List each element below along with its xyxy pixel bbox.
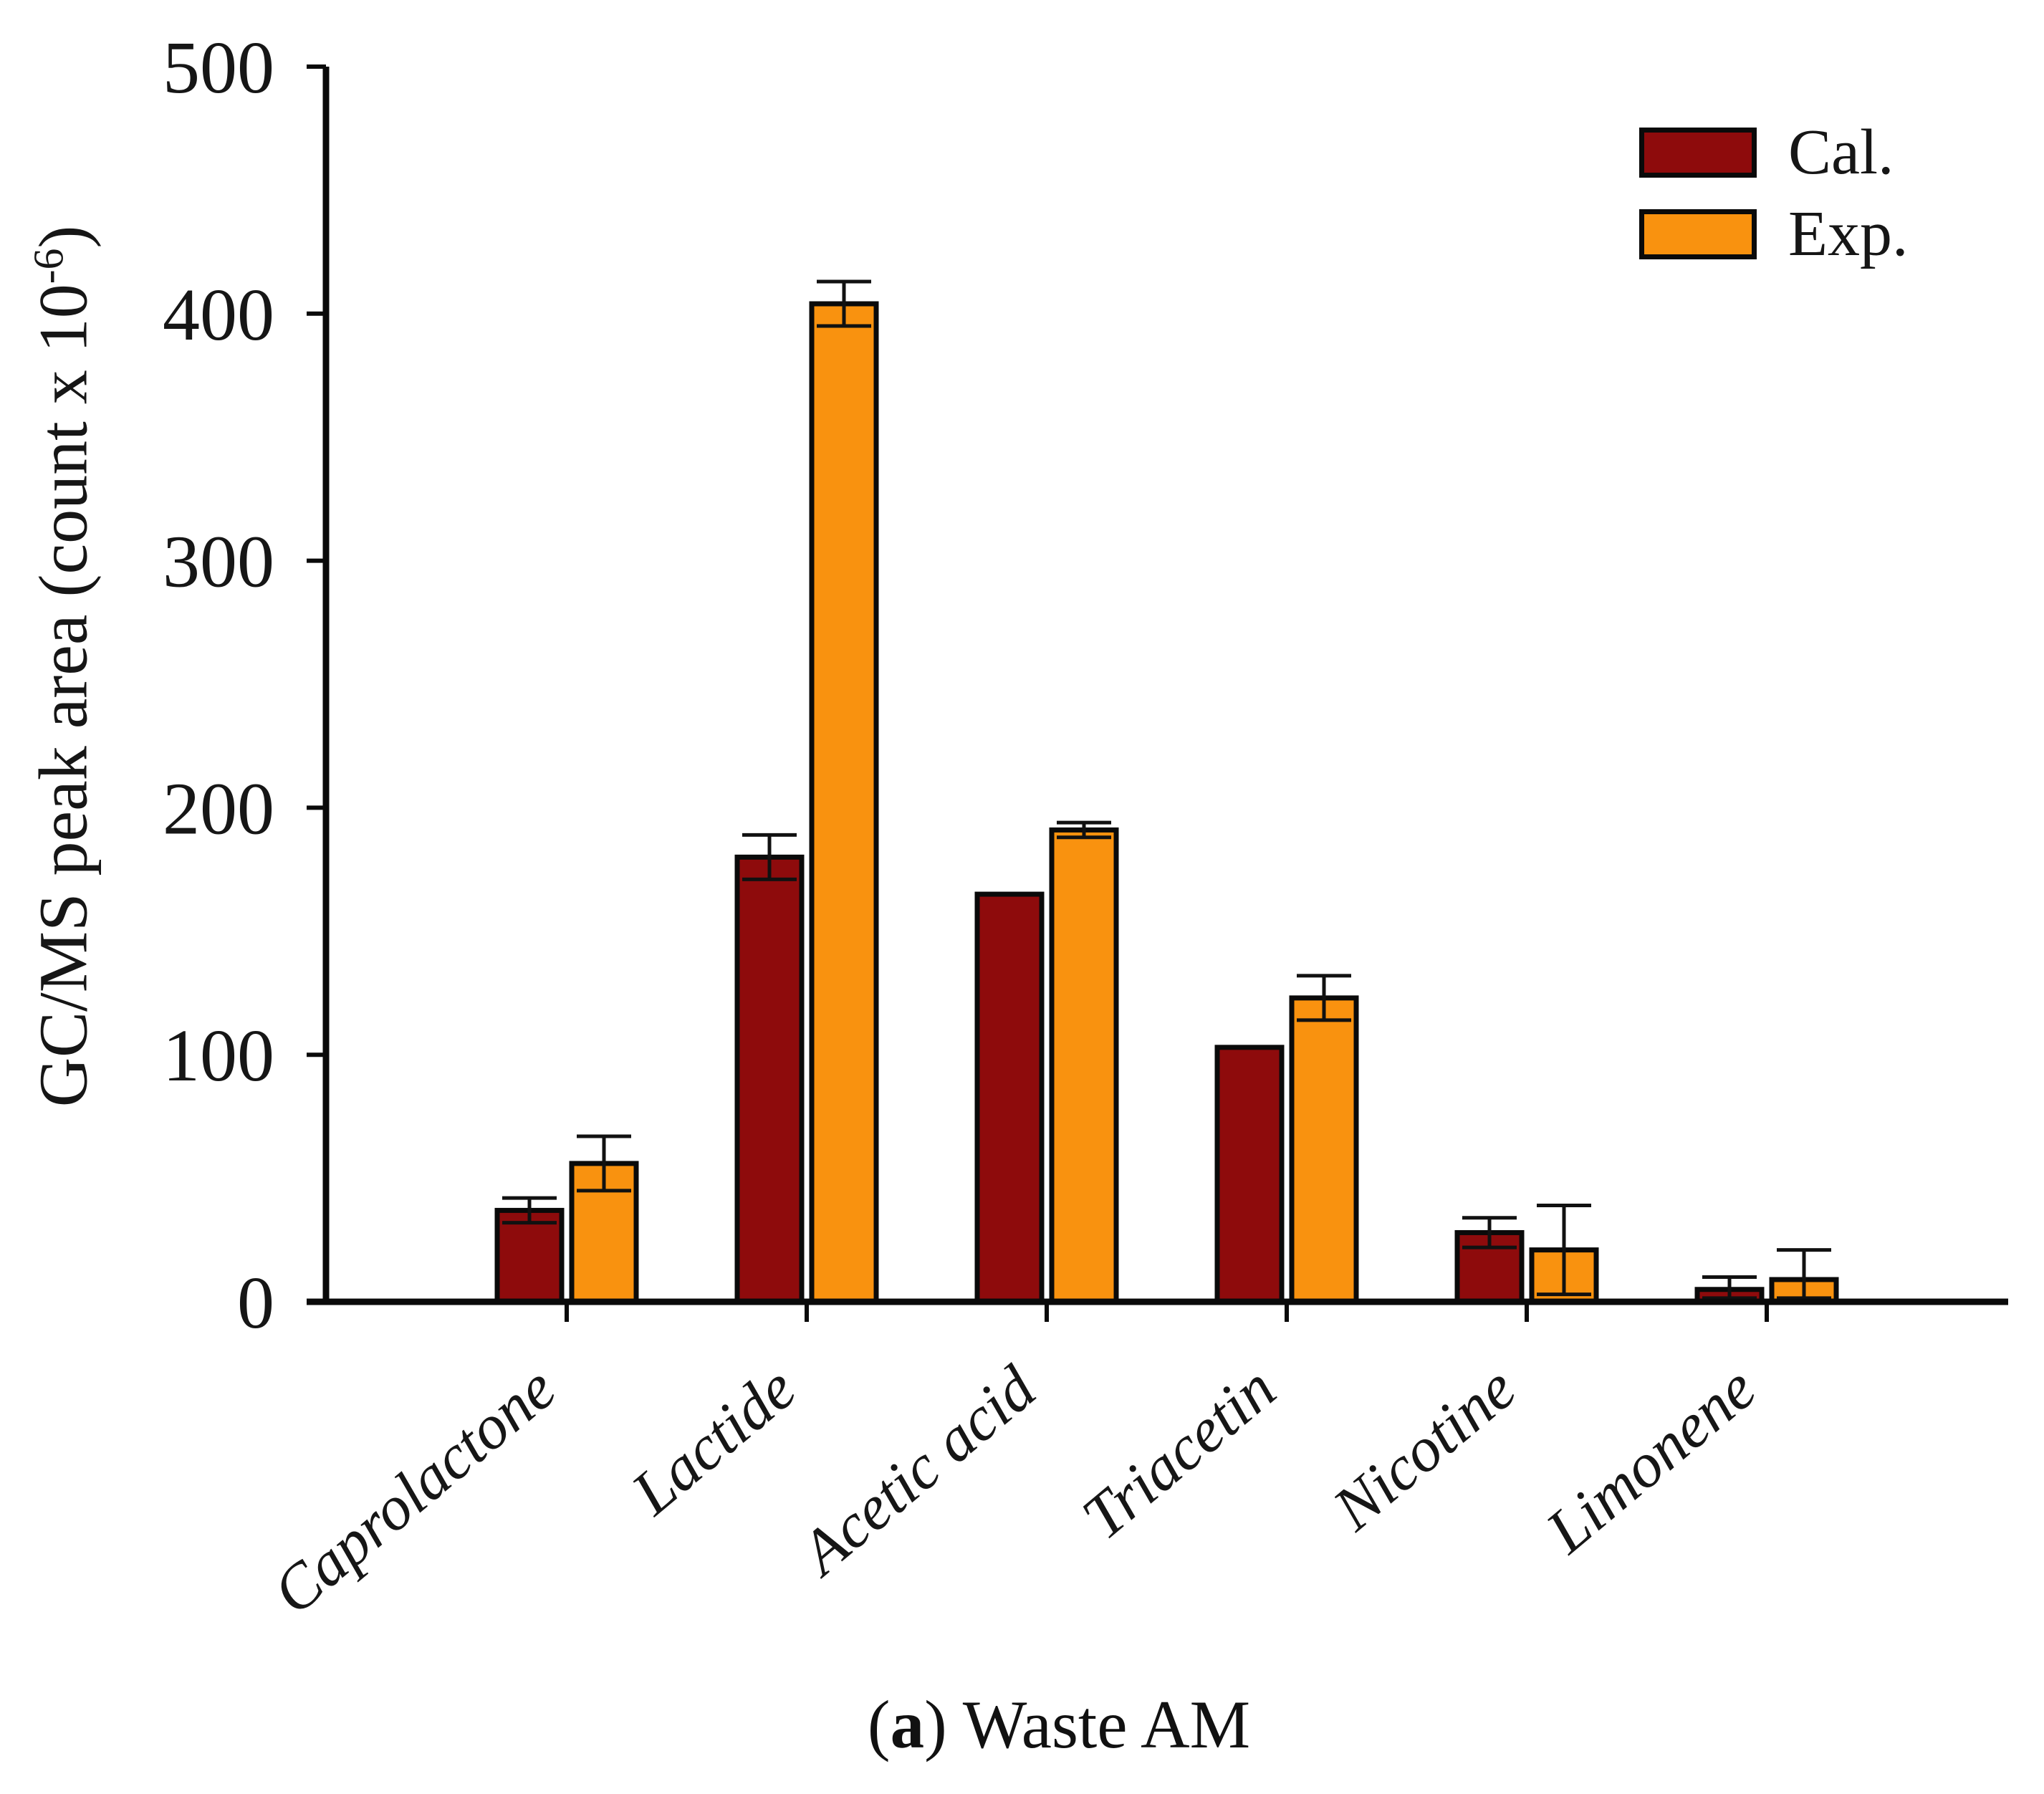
- y-tick-labels: 0 100 200 300 400 500: [163, 27, 274, 1344]
- bars-layer: [494, 301, 1839, 1305]
- legend: Cal. Exp.: [1639, 120, 1908, 284]
- error-bar-exp--caprolactone: [577, 1134, 631, 1193]
- bar-cal--triacetin: [1214, 1045, 1285, 1305]
- bar-cal--lactide: [734, 854, 805, 1305]
- error-bar-cal--nicotine: [1462, 1216, 1517, 1249]
- x-category-label-lactide: Lactide: [618, 1353, 809, 1529]
- y-tick-label-200: 200: [163, 767, 274, 850]
- cal-color-swatch: [1639, 128, 1757, 178]
- bar-cal--acetic-acid: [974, 891, 1045, 1305]
- y-axis-title: GC/MS peak area (count x 10-6): [24, 226, 103, 1108]
- caption-letter: a: [890, 1687, 925, 1762]
- caption-text: ) Waste AM: [924, 1687, 1251, 1762]
- bar-exp--triacetin: [1289, 995, 1359, 1305]
- x-category-label-acetic-acid: Acetic acid: [785, 1353, 1049, 1590]
- error-bar-exp--nicotine: [1537, 1204, 1591, 1297]
- legend-item-exp: Exp.: [1639, 202, 1908, 267]
- error-bar-exp--triacetin: [1297, 974, 1351, 1022]
- x-category-label-limonene: Limonene: [1532, 1353, 1769, 1568]
- bar-exp--acetic-acid: [1049, 827, 1119, 1305]
- x-category-label-caprolactone: Caprolactone: [260, 1353, 569, 1628]
- error-bar-exp--acetic-acid: [1057, 820, 1111, 840]
- error-bar-cal--lactide: [742, 833, 797, 881]
- error-bar-exp--lactide: [817, 279, 871, 328]
- caption-open-paren: (: [867, 1687, 891, 1762]
- y-tick-label-100: 100: [163, 1014, 274, 1097]
- y-tick-label-0: 0: [237, 1262, 274, 1344]
- cal-legend-label: Cal.: [1788, 117, 1894, 188]
- x-category-label-triacetin: Triacetin: [1070, 1353, 1289, 1553]
- y-tick-label-300: 300: [163, 521, 274, 603]
- error-bar-cal--limonene: [1702, 1275, 1757, 1300]
- y-axis-title-close: ): [24, 225, 102, 249]
- y-tick-label-500: 500: [163, 27, 274, 109]
- legend-item-cal: Cal.: [1639, 120, 1908, 185]
- error-bars-layer: [502, 279, 1831, 1300]
- exp-legend-label: Exp.: [1788, 198, 1909, 269]
- y-axis-title-superscript: -6: [24, 248, 72, 284]
- error-bar-exp--limonene: [1777, 1248, 1831, 1300]
- error-bar-cal--caprolactone: [502, 1196, 557, 1225]
- bar-exp--lactide: [809, 301, 879, 1305]
- y-tick-label-400: 400: [163, 274, 274, 356]
- figure-caption: (a) Waste AM: [868, 1685, 1250, 1764]
- exp-color-swatch: [1639, 209, 1757, 259]
- y-axis-title-text: GC/MS peak area (count x 10: [24, 284, 102, 1108]
- axes-layer: [307, 64, 2008, 1322]
- x-category-label-nicotine: Nicotine: [1320, 1353, 1529, 1545]
